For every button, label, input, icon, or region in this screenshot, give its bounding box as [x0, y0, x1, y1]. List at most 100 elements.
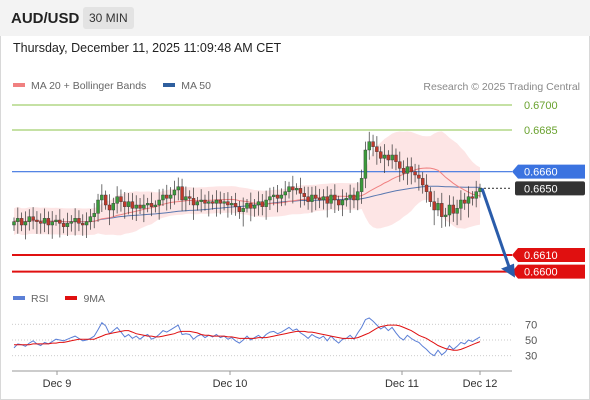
legend-swatch-rsi [13, 296, 25, 301]
candle-body [23, 221, 28, 226]
legend-label-ma20: MA 20 + Bollinger Bands [31, 80, 147, 92]
rsi-tick-30: 30 [525, 351, 537, 363]
candle-body [180, 186, 184, 201]
legend-label-rsi: RSI [31, 293, 49, 305]
legend-swatch-ma50 [163, 83, 176, 88]
candle-body [264, 199, 268, 207]
candle-body [188, 196, 192, 199]
candle-body [12, 221, 16, 226]
resistance-label-0-6700: 0.6700 [524, 100, 558, 112]
candle-body [54, 219, 58, 222]
candle-body [382, 154, 387, 159]
candle-body [145, 203, 150, 206]
legend-swatch-ma20 [13, 83, 25, 88]
candle-body [321, 196, 326, 201]
candle-body [474, 191, 478, 199]
candle-body [428, 191, 433, 202]
candle-body [279, 194, 284, 199]
candle-body [172, 189, 177, 196]
research-credit: Research © 2025 Trading Central [423, 81, 580, 93]
candle-body [19, 218, 24, 226]
rsi-tick-70: 70 [525, 319, 537, 331]
candle-body [92, 213, 96, 217]
candle-body [436, 203, 440, 211]
timeframe-badge[interactable]: 30 MIN [83, 7, 134, 29]
rsi-9ma-line [14, 324, 481, 351]
candle-body [241, 208, 245, 212]
candle-body [84, 221, 89, 226]
candle-body [100, 194, 104, 201]
legend-item-9ma: 9MA [65, 293, 105, 305]
candle-body [214, 199, 219, 204]
candle-body [218, 199, 222, 204]
candle-body [149, 203, 154, 207]
candle-body [130, 201, 135, 209]
candle-body [325, 196, 329, 204]
candle-body [119, 196, 123, 202]
candle-body [69, 221, 73, 224]
candle-body [409, 166, 413, 172]
candle-body [455, 208, 459, 214]
candle-body [35, 219, 39, 222]
candle-body [371, 141, 375, 147]
x-tick-label: Dec 9 [43, 378, 72, 390]
candle-body [283, 191, 287, 196]
candle-body [237, 206, 242, 212]
candle-body [111, 203, 116, 211]
candle-body [424, 184, 429, 192]
candle-body [352, 194, 356, 201]
candle-body [329, 194, 333, 204]
candle-body [421, 178, 425, 186]
candle-body [440, 203, 444, 217]
candle-body [275, 194, 280, 199]
candle-body [123, 201, 127, 207]
candle-body [203, 199, 207, 204]
candle-body [298, 188, 303, 194]
candle-body [58, 219, 62, 224]
candle-body [233, 203, 238, 207]
candle-body [367, 141, 371, 151]
candle-body [103, 194, 108, 206]
candle-body [142, 204, 146, 209]
candle-body [222, 201, 226, 204]
support-tag-0-6600 [512, 264, 585, 279]
legend-item-ma20: MA 20 + Bollinger Bands [13, 80, 146, 92]
candle-body [81, 223, 85, 226]
candle-body [336, 199, 341, 206]
candle-body [291, 186, 295, 191]
candle-body [249, 203, 253, 209]
candle-body [42, 218, 47, 224]
candle-body [195, 201, 200, 206]
candle-body [65, 223, 70, 227]
pivot-tag [512, 164, 585, 179]
candle-body [61, 223, 66, 227]
candle-body [375, 146, 379, 152]
candle-body [245, 203, 249, 209]
pivot-label: 0.6660 [524, 167, 558, 179]
candle-body [272, 194, 276, 197]
candle-body [210, 201, 215, 204]
rsi-tick-50: 50 [525, 335, 537, 347]
candle-body [268, 196, 272, 201]
candle-body [340, 199, 345, 206]
last-price-tag [515, 181, 585, 196]
candle-body [459, 199, 463, 209]
candle-body [451, 204, 455, 214]
candle-body [260, 201, 264, 207]
legend-label-9ma: 9MA [83, 293, 106, 305]
candle-body [46, 218, 51, 226]
candle-body [348, 194, 352, 199]
candle-body [168, 194, 173, 199]
candle-body [413, 171, 417, 176]
candle-body [77, 218, 81, 224]
candle-body [356, 191, 360, 201]
candle-body [184, 196, 188, 201]
rsi-legend: RSI 9MA [13, 293, 119, 305]
support-label-0-6610: 0.6610 [524, 250, 558, 262]
candle-body [153, 204, 158, 207]
candle-body [199, 199, 203, 202]
candle-body [134, 204, 138, 209]
candle-body [31, 216, 35, 221]
candle-body [417, 174, 421, 179]
